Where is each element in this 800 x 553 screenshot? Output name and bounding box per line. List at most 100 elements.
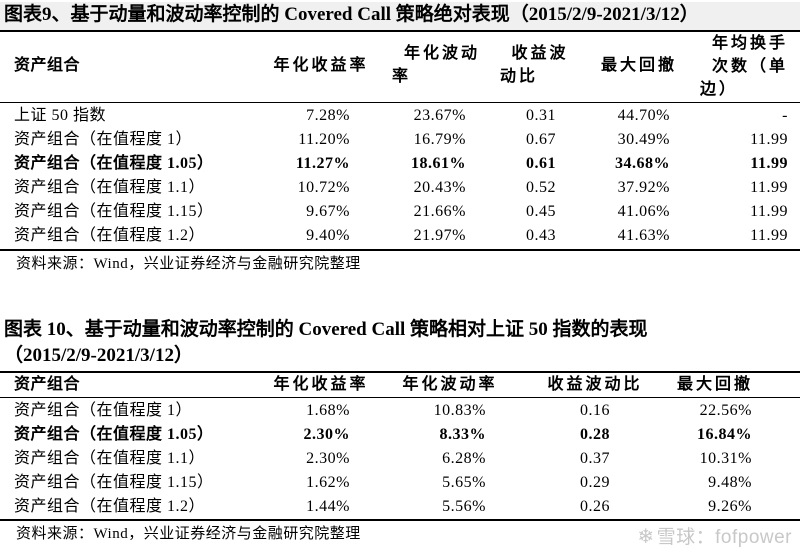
row-max-drawdown: 22.56% — [699, 402, 752, 419]
row-turnover: 11.99 — [750, 131, 788, 148]
row-portfolio-name: 资产组合（在值程度 1.15） — [14, 474, 214, 491]
row-portfolio-name: 资产组合（在值程度 1.2） — [14, 227, 206, 244]
row-annual-vol: 8.33% — [439, 426, 486, 443]
row-annual-vol: 6.28% — [442, 450, 486, 467]
row-annual-return: 2.30% — [306, 450, 350, 467]
row-portfolio-name: 上证 50 指数 — [14, 107, 107, 124]
table2-title-line1: 图表 10、基于动量和波动率控制的 Covered Call 策略相对上证 50… — [4, 319, 648, 340]
row-annual-vol: 21.97% — [413, 227, 466, 244]
table2-top-rule — [0, 371, 800, 373]
row-portfolio-name: 资产组合（在值程度 1.05） — [14, 155, 214, 172]
table1-header-annual-vol-line1: 年化波动 — [403, 45, 480, 62]
row-max-drawdown: 41.06% — [617, 203, 670, 220]
row-max-drawdown: 16.84% — [697, 426, 752, 443]
table2-header-max-drawdown: 最大回撤 — [676, 376, 753, 393]
table2-header-annual-vol: 年化波动率 — [402, 376, 498, 393]
row-annual-return: 10.72% — [297, 179, 350, 196]
row-annual-vol: 16.79% — [413, 131, 466, 148]
watermark-text: 雪球：fofpower — [656, 527, 792, 548]
row-annual-return: 11.27% — [295, 155, 350, 172]
table2-row: 资产组合（在值程度 1.1） 2.30% 6.28% 0.37 10.31% — [0, 447, 800, 471]
table2-header-return-vol: 收益波动比 — [547, 376, 643, 393]
row-annual-vol: 5.56% — [442, 498, 486, 515]
row-turnover: 11.99 — [750, 155, 788, 172]
row-max-drawdown: 44.70% — [617, 107, 670, 124]
row-max-drawdown: 41.63% — [617, 227, 670, 244]
row-annual-return: 9.67% — [306, 203, 350, 220]
row-return-vol-ratio: 0.43 — [526, 227, 556, 244]
table2-row: 资产组合（在值程度 1） 1.68% 10.83% 0.16 22.56% — [0, 399, 800, 423]
row-annual-vol: 23.67% — [413, 107, 466, 124]
row-turnover: - — [782, 107, 788, 124]
table1-row: 资产组合（在值程度 1.15） 9.67% 21.66% 0.45 41.06% 11.9… — [0, 200, 800, 224]
row-return-vol-ratio: 0.37 — [580, 450, 610, 467]
table2-header-portfolio: 资产组合 — [14, 376, 81, 393]
table2-header-rule — [0, 397, 800, 398]
row-max-drawdown: 9.26% — [708, 498, 752, 515]
table1-row: 资产组合（在值程度 1.1） 10.72% 20.43% 0.52 37.92% 11.9… — [0, 176, 800, 200]
table1-header-turnover-line1: 年均换手 — [711, 35, 788, 52]
row-return-vol-ratio: 0.45 — [526, 203, 556, 220]
table1-header-annual-vol-line2: 率 — [392, 68, 412, 85]
table1-row: 资产组合（在值程度 1.2） 9.40% 21.97% 0.43 41.63% 11.99 — [0, 224, 800, 248]
table2-source: 资料来源：Wind，兴业证券经济与金融研究院整理 — [16, 526, 361, 542]
table1-header-return-vol-line2: 动比 — [500, 68, 539, 85]
row-return-vol-ratio: 0.61 — [526, 155, 556, 172]
row-annual-return: 2.30% — [303, 426, 350, 443]
row-max-drawdown: 30.49% — [617, 131, 670, 148]
row-return-vol-ratio: 0.52 — [526, 179, 556, 196]
table1-row: 资产组合（在值程度 1.05） 11.27% 18.61% 0.61 34.68% 11.… — [0, 152, 800, 176]
row-annual-return: 1.62% — [306, 474, 350, 491]
table2-bottom-rule — [0, 519, 800, 521]
row-annual-return: 11.20% — [298, 131, 350, 148]
table1-header-turnover: 年均换手 次数（单 边） — [700, 32, 800, 101]
watermark: ❄ 雪球：fofpower — [637, 522, 792, 549]
snowball-logo-icon: ❄ — [637, 526, 655, 548]
row-return-vol-ratio: 0.67 — [526, 131, 556, 148]
table1-header-annual-vol: 年化波动 率 — [392, 42, 492, 88]
row-portfolio-name: 资产组合（在值程度 1） — [14, 402, 193, 419]
table1-header-annual-return: 年化收益率 — [273, 57, 369, 74]
table1-top-rule — [0, 30, 800, 32]
row-portfolio-name: 资产组合（在值程度 1.2） — [14, 498, 206, 515]
table2-row: 资产组合（在值程度 1.05） 2.30% 8.33% 0.28 16.84% — [0, 423, 800, 447]
row-max-drawdown: 10.31% — [699, 450, 752, 467]
row-portfolio-name: 资产组合（在值程度 1.1） — [14, 450, 206, 467]
row-annual-vol: 21.66% — [413, 203, 466, 220]
row-annual-vol: 20.43% — [413, 179, 466, 196]
row-annual-vol: 18.61% — [411, 155, 466, 172]
row-annual-vol: 10.83% — [433, 402, 486, 419]
table1-header-rule — [0, 102, 800, 103]
table2-row: 资产组合（在值程度 1.2） 1.44% 5.56% 0.26 9.26% — [0, 495, 800, 519]
row-max-drawdown: 9.48% — [708, 474, 752, 491]
row-annual-return: 1.44% — [306, 498, 350, 515]
table1-row: 资产组合（在值程度 1） 11.20% 16.79% 0.67 30.49% 11.99 — [0, 128, 800, 152]
table1-header-return-vol: 收益波 动比 — [500, 42, 580, 88]
table1-title: 图表9、基于动量和波动率控制的 Covered Call 策略绝对表现（2015… — [0, 2, 800, 30]
row-return-vol-ratio: 0.29 — [580, 474, 610, 491]
row-turnover: 11.99 — [750, 227, 788, 244]
row-portfolio-name: 资产组合（在值程度 1） — [14, 131, 193, 148]
row-portfolio-name: 资产组合（在值程度 1.15） — [14, 203, 214, 220]
row-annual-return: 9.40% — [306, 227, 350, 244]
row-return-vol-ratio: 0.16 — [580, 402, 610, 419]
row-annual-return: 1.68% — [306, 402, 350, 419]
table1-header-turnover-line3: 边） — [700, 81, 739, 98]
table1-bottom-rule — [0, 249, 800, 251]
row-annual-return: 7.28% — [306, 107, 350, 124]
row-annual-vol: 5.65% — [442, 474, 486, 491]
table2-title-line2: （2015/2/9-2021/3/12） — [4, 345, 193, 366]
row-return-vol-ratio: 0.31 — [526, 107, 556, 124]
row-portfolio-name: 资产组合（在值程度 1.1） — [14, 179, 206, 196]
row-max-drawdown: 34.68% — [615, 155, 670, 172]
table1-header-portfolio: 资产组合 — [14, 57, 81, 74]
row-return-vol-ratio: 0.26 — [580, 498, 610, 515]
table1-header-return-vol-line1: 收益波 — [511, 45, 569, 62]
table2-row: 资产组合（在值程度 1.15） 1.62% 5.65% 0.29 9.48% — [0, 471, 800, 495]
row-turnover: 11.99 — [750, 203, 788, 220]
table2-header-annual-return: 年化收益率 — [273, 376, 369, 393]
row-turnover: 11.99 — [750, 179, 788, 196]
table1-source: 资料来源：Wind，兴业证券经济与金融研究院整理 — [16, 256, 361, 272]
table1-header-turnover-line2: 次数（单 — [711, 58, 788, 75]
row-max-drawdown: 37.92% — [617, 179, 670, 196]
